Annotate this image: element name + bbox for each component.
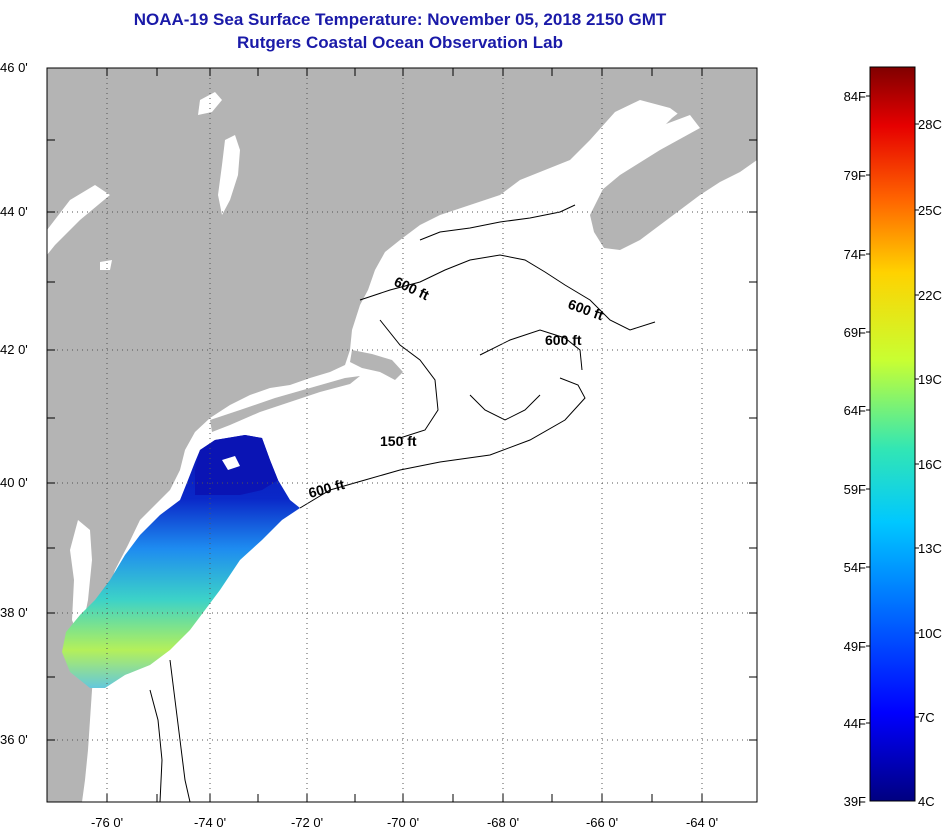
land-cape-cod: [350, 350, 403, 380]
land-bay: [70, 520, 92, 640]
plot-frame: [46, 67, 758, 803]
land-long-island: [210, 376, 360, 432]
lon-label: -72 0': [290, 815, 324, 830]
colorbar-label-c: 16C: [918, 457, 942, 472]
colorbar-label-c: 13C: [918, 541, 942, 556]
colorbar-label-c: 19C: [918, 372, 942, 387]
lon-label: -64 0': [685, 815, 719, 830]
map-subtitle: Rutgers Coastal Ocean Observation Lab: [237, 33, 563, 52]
colorbar: [869, 66, 916, 802]
contour-label: 600 ft: [545, 332, 582, 348]
contour-label: 150 ft: [380, 433, 417, 449]
colorbar-label-f: 79F: [843, 168, 866, 183]
land-lake: [100, 260, 112, 270]
land-lake: [47, 185, 110, 255]
colorbar-label-c: 7C: [918, 710, 935, 725]
land-lake: [218, 135, 240, 215]
contour-line: [379, 319, 439, 439]
lat-label: 38 0': [0, 605, 28, 620]
colorbar-label-c: 28C: [918, 117, 942, 132]
contour-line: [469, 394, 541, 421]
contour-line: [169, 659, 191, 802]
colorbar-label-f: 54F: [843, 560, 866, 575]
colorbar-label-f: 39F: [843, 794, 866, 809]
sst-coverage: [222, 456, 240, 470]
colorbar-label-c: 4C: [918, 794, 935, 809]
contour-line: [299, 377, 586, 509]
colorbar-label-f: 84F: [843, 89, 866, 104]
colorbar-label-c: 10C: [918, 626, 942, 641]
land-nova-scotia: [590, 92, 757, 250]
colorbar-label-f: 44F: [843, 716, 866, 731]
land-mainland: [47, 68, 757, 802]
lon-label: -76 0': [90, 815, 124, 830]
colorbar-label-f: 69F: [843, 325, 866, 340]
sst-coverage: [62, 435, 300, 688]
lon-label: -70 0': [386, 815, 420, 830]
colorbar-label-c: 22C: [918, 288, 942, 303]
colorbar-label-f: 64F: [843, 403, 866, 418]
lat-label: 40 0': [0, 475, 28, 490]
land-bay: [540, 115, 700, 215]
colorbar-label-f: 49F: [843, 639, 866, 654]
contour-line: [359, 254, 656, 331]
lat-label: 42 0': [0, 342, 28, 357]
lat-label: 44 0': [0, 204, 28, 219]
map-title: NOAA-19 Sea Surface Temperature: Novembe…: [133, 10, 667, 29]
contour-line: [149, 689, 163, 802]
colorbar-label-f: 74F: [843, 247, 866, 262]
contour-line: [419, 204, 576, 241]
contour-line: [479, 329, 583, 371]
lon-label: -74 0': [193, 815, 227, 830]
lat-label: 36 0': [0, 732, 28, 747]
lon-label: -66 0': [585, 815, 619, 830]
colorbar-label-f: 59F: [843, 482, 866, 497]
lon-label: -68 0': [486, 815, 520, 830]
colorbar-label-c: 25C: [918, 203, 942, 218]
lat-label: 46 0': [0, 60, 28, 75]
